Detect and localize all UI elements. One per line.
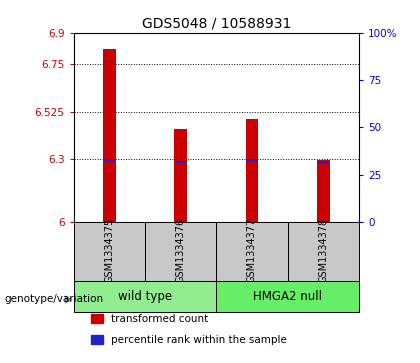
Bar xyxy=(318,161,329,164)
Text: GSM1334375: GSM1334375 xyxy=(104,218,114,283)
Bar xyxy=(103,49,116,222)
Bar xyxy=(246,159,258,162)
FancyBboxPatch shape xyxy=(74,222,145,281)
Bar xyxy=(175,161,186,163)
Title: GDS5048 / 10588931: GDS5048 / 10588931 xyxy=(142,16,291,30)
Text: GSM1334377: GSM1334377 xyxy=(247,218,257,283)
Text: GSM1334376: GSM1334376 xyxy=(176,218,186,283)
FancyBboxPatch shape xyxy=(288,222,359,281)
FancyBboxPatch shape xyxy=(216,222,288,281)
Bar xyxy=(317,160,330,222)
Text: genotype/variation: genotype/variation xyxy=(4,294,103,305)
Text: GSM1334378: GSM1334378 xyxy=(318,218,328,283)
Bar xyxy=(91,314,103,323)
Bar xyxy=(103,159,115,161)
Bar xyxy=(174,130,187,222)
FancyBboxPatch shape xyxy=(74,281,216,312)
Polygon shape xyxy=(65,295,73,304)
Bar xyxy=(91,335,103,344)
Bar xyxy=(246,119,258,222)
Text: transformed count: transformed count xyxy=(110,314,208,324)
Text: percentile rank within the sample: percentile rank within the sample xyxy=(110,335,286,344)
Text: wild type: wild type xyxy=(118,290,172,303)
FancyBboxPatch shape xyxy=(216,281,359,312)
Text: HMGA2 null: HMGA2 null xyxy=(253,290,322,303)
FancyBboxPatch shape xyxy=(145,222,216,281)
